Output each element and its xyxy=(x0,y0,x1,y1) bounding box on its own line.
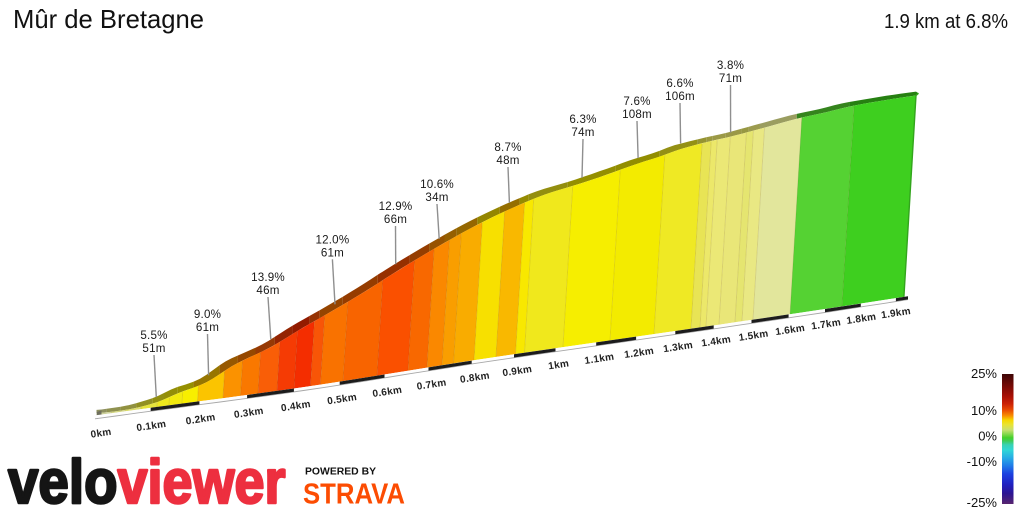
svg-text:9.0%: 9.0% xyxy=(194,308,221,321)
svg-text:12.9%: 12.9% xyxy=(379,200,413,213)
svg-text:61m: 61m xyxy=(321,247,344,260)
svg-text:108m: 108m xyxy=(622,108,652,121)
svg-text:51m: 51m xyxy=(142,342,165,355)
svg-text:1.9 km at 6.8%: 1.9 km at 6.8% xyxy=(884,10,1008,33)
svg-text:71m: 71m xyxy=(719,72,742,85)
svg-text:8.7%: 8.7% xyxy=(494,141,521,154)
svg-text:12.0%: 12.0% xyxy=(315,234,349,247)
svg-text:6.6%: 6.6% xyxy=(666,77,693,90)
svg-text:34m: 34m xyxy=(425,191,448,204)
svg-text:66m: 66m xyxy=(384,213,407,226)
svg-text:velo: velo xyxy=(8,448,118,512)
svg-text:74m: 74m xyxy=(571,126,594,139)
svg-text:10%: 10% xyxy=(971,403,997,418)
svg-text:25%: 25% xyxy=(971,366,997,381)
svg-text:-10%: -10% xyxy=(967,454,998,469)
svg-text:-25%: -25% xyxy=(967,495,998,510)
svg-text:0%: 0% xyxy=(978,429,997,444)
svg-text:13.9%: 13.9% xyxy=(251,271,285,284)
svg-text:46m: 46m xyxy=(256,284,279,297)
svg-text:10.6%: 10.6% xyxy=(420,178,454,191)
svg-text:POWERED BY: POWERED BY xyxy=(305,467,376,478)
svg-text:3.8%: 3.8% xyxy=(717,59,744,72)
svg-text:viewer: viewer xyxy=(118,448,286,512)
svg-text:106m: 106m xyxy=(665,90,695,103)
svg-text:5.5%: 5.5% xyxy=(140,329,167,342)
svg-text:7.6%: 7.6% xyxy=(623,95,650,108)
svg-text:6.3%: 6.3% xyxy=(569,113,596,126)
svg-text:61m: 61m xyxy=(196,321,219,334)
svg-text:STRAVA: STRAVA xyxy=(303,479,405,511)
svg-text:48m: 48m xyxy=(496,154,519,167)
svg-text:Mûr de Bretagne: Mûr de Bretagne xyxy=(13,4,204,34)
